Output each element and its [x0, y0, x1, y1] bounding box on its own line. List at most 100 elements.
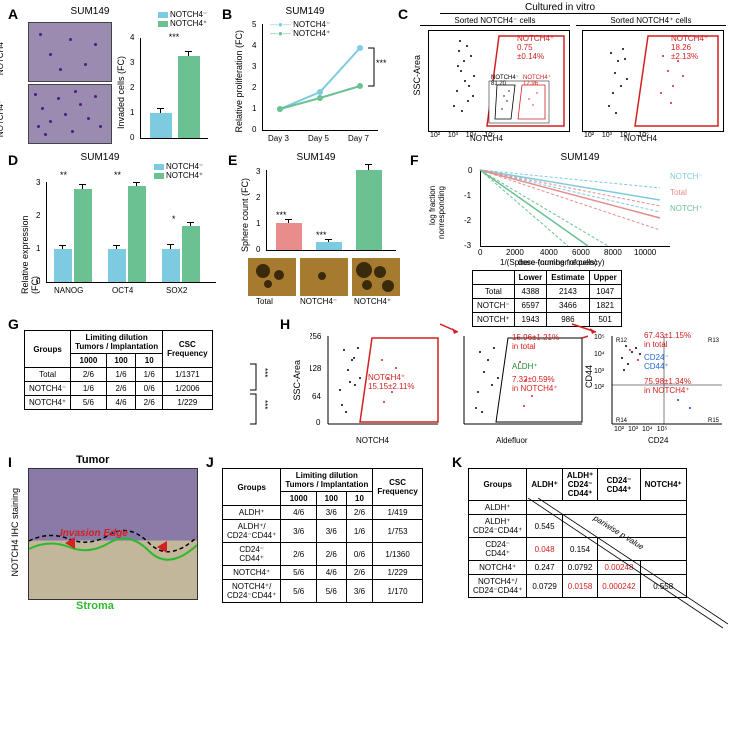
pk-21: 0.154 [562, 538, 597, 561]
panel-k-label: K [452, 454, 462, 470]
sphere-pos [352, 258, 400, 296]
pk-30: 0.247 [527, 561, 562, 575]
panel-a-sig: *** [154, 32, 194, 42]
pk-10: 0.545 [527, 515, 562, 538]
bar-a-neg [150, 113, 172, 138]
panel-h3-t1: 67.43±1.15% in total [644, 332, 691, 350]
panel-e-label: E [228, 152, 237, 168]
panel-h2-t3: 7.32±0.59% in NOTCH4⁺ [512, 376, 558, 394]
bar-d-nanog-neg [54, 249, 72, 282]
pg-r0c1: 2/6 [71, 368, 107, 382]
panel-c-yaxis: SSC-Area [412, 55, 422, 96]
panel-h3-yaxis: CD44 [584, 365, 594, 388]
pg-r2c3: 2/6 [136, 396, 163, 410]
panel-h3-t2: CD24⁻ CD44⁺ [644, 354, 669, 372]
pg-r2c4: 1/229 [163, 396, 212, 410]
pj-r3c1: 5/6 [281, 566, 317, 580]
bar-d-sox2-neg [162, 249, 180, 282]
pf-r1c1: 6597 [514, 299, 547, 313]
panel-c-inset-left: NOTCH4⁻ 81.20 [491, 74, 519, 87]
sphere-total [248, 258, 296, 296]
pk-c2: CD24⁻ CD44⁺ [598, 469, 640, 501]
panel-e-yaxis: Sphere count (FC) [240, 178, 250, 252]
panel-b-x2: Day 7 [348, 134, 369, 143]
pk-c1: ALDH⁺ CD24⁻ CD44⁺ [562, 469, 597, 501]
pj-r4c3: 3/6 [346, 580, 373, 603]
pk-c3: NOTCH4⁺ [640, 469, 686, 501]
pk-32: 0.00248 [598, 561, 640, 575]
panel-f-table: LowerEstimateUpper Total438821431047 NOT… [472, 270, 622, 327]
panel-c-inset-right: NOTCH4⁺ 12.96 [523, 74, 551, 87]
panel-i-edge: Invasion Edge [60, 528, 128, 539]
pg-r1c0: NOTCH4⁻ [25, 382, 71, 396]
pg-d0: 1000 [71, 354, 107, 368]
pk-42: 0.000242 [598, 575, 640, 598]
pj-r2c2: 2/6 [316, 543, 346, 566]
panel-c-label: C [398, 6, 408, 22]
pj-r3c4: 1/229 [373, 566, 422, 580]
panel-k-table: Groups ALDH⁺ ALDH⁺ CD24⁻ CD44⁺ CD24⁻ CD4… [468, 468, 687, 598]
panel-d-sig2: * [172, 214, 176, 224]
pj-csc: CSC Frequency [373, 469, 422, 506]
bar-d-nanog-pos [74, 189, 92, 282]
pj-r2c0: CD24⁻ CD44⁺ [223, 543, 281, 566]
legend-d: NOTCH4⁻ NOTCH4⁺ [154, 162, 203, 180]
pk-43: 0.558 [640, 575, 686, 598]
pj-ht: Limiting dilution Tumors / Implantation [281, 469, 373, 492]
legend-d-neg: NOTCH4⁻ [166, 162, 203, 171]
panel-a-yaxis: Invaded cells (FC) [116, 56, 126, 129]
panel-b-label: B [222, 6, 232, 22]
pj-r2c1: 2/6 [281, 543, 317, 566]
pj-d0: 1000 [281, 492, 317, 506]
svg-text:R12: R12 [616, 338, 628, 344]
panel-h3-t3: 75.98±1.34% in NOTCH4⁺ [644, 378, 691, 396]
panel-b-title: SUM149 [270, 6, 340, 17]
panel-f-leg0: NOTCH⁻ [670, 172, 703, 181]
panel-f-table-title: 1/(Sphere-forming frequency) [500, 258, 605, 267]
panel-j-label: J [206, 454, 214, 470]
pg-d2: 10 [136, 354, 163, 368]
pf-h3: Upper [589, 271, 621, 285]
pg-r0c2: 1/6 [106, 368, 136, 382]
panel-d-sig0: ** [60, 170, 67, 180]
bar-e-neg [316, 242, 342, 250]
pg-r1c4: 1/2006 [163, 382, 212, 396]
panel-c-right-gate-text: NOTCH4⁺ 18.26 ±2.13% [671, 35, 708, 61]
panel-e-sig1: *** [316, 230, 327, 240]
panel-d-x2: SOX2 [166, 286, 187, 295]
panel-h3-xaxis: CD24 [648, 436, 668, 445]
panel-h1-text: NOTCH4⁺ 15.15±2.11% [368, 374, 415, 392]
pg-r1c3: 0/6 [136, 382, 163, 396]
panel-d-barchart: NOTCH4⁻ NOTCH4⁺ Relative expression (FC)… [24, 166, 224, 294]
pj-r0c4: 1/419 [373, 506, 422, 520]
svg-text:R14: R14 [616, 418, 628, 424]
pj-r0c0: ALDH⁺ [223, 506, 281, 520]
panel-e-x0: Total [256, 297, 273, 306]
panel-f-leg1: Total [670, 188, 687, 197]
pk-20: 0.048 [527, 538, 562, 561]
panel-b-sig: *** [376, 58, 387, 68]
panel-b-x0: Day 3 [268, 134, 289, 143]
bar-d-oct4-neg [108, 249, 126, 282]
pf-r1c3: 1821 [589, 299, 621, 313]
pj-r0c2: 3/6 [316, 506, 346, 520]
pk-31: 0.0792 [562, 561, 597, 575]
pg-r2c1: 5/6 [71, 396, 107, 410]
bar-d-sox2-pos [182, 226, 200, 282]
panel-f-label: F [410, 152, 419, 168]
panel-d-label: D [8, 152, 18, 168]
pk-rh3: NOTCH4⁺ [469, 561, 527, 575]
pk-rh1: ALDH⁺ CD24⁻CD44⁺ [469, 515, 527, 538]
panel-h2-t2: ALDH⁺ [512, 362, 538, 371]
panel-j-table: Groups Limiting dilution Tumors / Implan… [222, 468, 423, 603]
pk-rh0: ALDH⁺ [469, 501, 527, 515]
panel-i-label: I [8, 454, 12, 470]
pf-r1c0: NOTCH⁻ [473, 299, 515, 313]
panel-e-title: SUM149 [276, 152, 356, 163]
panel-c-left-gate-text: NOTCH4⁺ 0.75 ±0.14% [517, 35, 554, 61]
pk-rh4: NOTCH4⁺/ CD24⁻CD44⁺ [469, 575, 527, 598]
bar-e-total [276, 223, 302, 250]
pg-r0c3: 1/6 [136, 368, 163, 382]
svg-text:R13: R13 [708, 338, 720, 344]
pg-r0c0: Total [25, 368, 71, 382]
